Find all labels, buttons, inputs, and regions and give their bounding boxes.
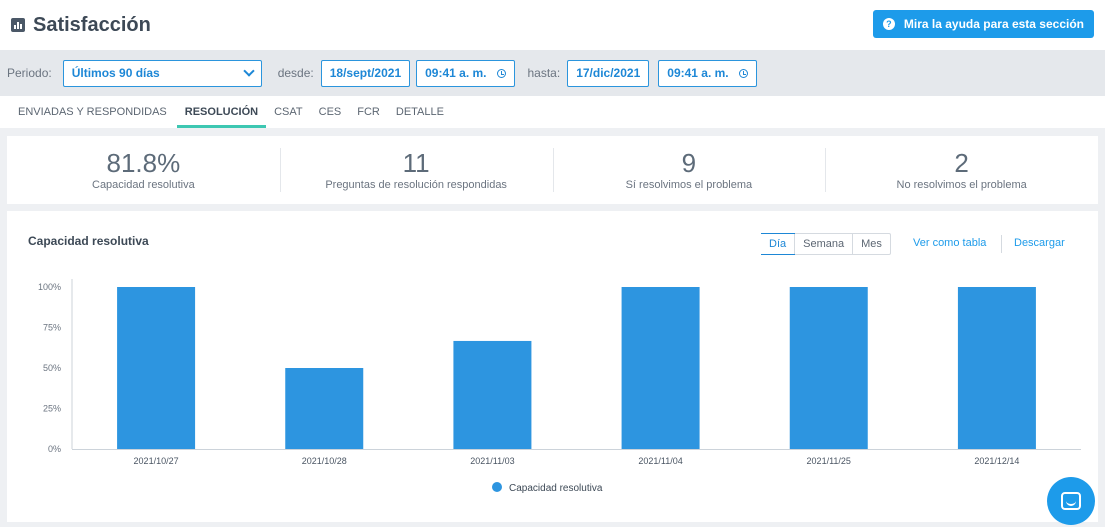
chevron-down-icon bbox=[243, 65, 255, 77]
stats-panel: 81.8% Capacidad resolutiva 11 Preguntas … bbox=[7, 136, 1098, 204]
to-label: hasta: bbox=[527, 66, 561, 80]
bar bbox=[621, 287, 700, 449]
tab-label: FCR bbox=[357, 106, 380, 118]
tab-csat[interactable]: CSAT bbox=[266, 96, 311, 128]
bar bbox=[453, 340, 532, 449]
to-date-value: 17/dic/2021 bbox=[576, 66, 641, 80]
period-select[interactable]: Últimos 90 días bbox=[62, 59, 262, 87]
bar bbox=[957, 287, 1036, 449]
y-tick-label: 75% bbox=[43, 323, 61, 333]
y-tick-label: 100% bbox=[38, 282, 61, 292]
stat-label: No resolvimos el problema bbox=[896, 179, 1027, 191]
bar-chart-icon bbox=[11, 18, 25, 32]
tab-label: CSAT bbox=[274, 106, 303, 118]
help-button-label: Mira la ayuda para esta sección bbox=[903, 17, 1084, 31]
legend-marker bbox=[492, 482, 502, 492]
chart-title: Capacidad resolutiva bbox=[28, 234, 149, 248]
help-button[interactable]: ? Mira la ayuda para esta sección bbox=[872, 10, 1094, 38]
section-tabs: ENVIADAS Y RESPONDIDAS RESOLUCIÓN CSAT C… bbox=[0, 96, 1105, 128]
stat-value: 81.8% bbox=[106, 148, 181, 178]
tab-label: RESOLUCIÓN bbox=[184, 106, 259, 118]
tab-enviadas[interactable]: ENVIADAS Y RESPONDIDAS bbox=[10, 96, 175, 128]
link-divider bbox=[1001, 235, 1002, 253]
from-label: desde: bbox=[277, 66, 314, 80]
x-tick-label: 2021/11/25 bbox=[807, 456, 851, 466]
tab-fcr[interactable]: FCR bbox=[349, 96, 388, 128]
x-tick-label: 2021/10/28 bbox=[302, 456, 347, 466]
to-time-input[interactable]: 09:41 a. m. bbox=[658, 59, 757, 87]
stat-no-resueltos: 2 No resolvimos el problema bbox=[825, 136, 1098, 204]
clock-icon bbox=[496, 68, 506, 78]
stat-label: Preguntas de resolución respondidas bbox=[325, 179, 507, 191]
page-title: Satisfacción bbox=[33, 13, 151, 36]
y-tick-label: 50% bbox=[43, 363, 61, 373]
y-tick-label: 0% bbox=[48, 444, 61, 454]
stat-resueltos: 9 Sí resolvimos el problema bbox=[552, 136, 826, 204]
tab-label: ENVIADAS Y RESPONDIDAS bbox=[18, 106, 167, 118]
x-tick-label: 2021/12/14 bbox=[974, 456, 1019, 466]
chat-launcher-button[interactable] bbox=[1047, 477, 1095, 525]
y-tick-label: 25% bbox=[43, 404, 61, 414]
granularity-month-button[interactable]: Mes bbox=[852, 234, 890, 254]
from-time-input[interactable]: 09:41 a. m. bbox=[416, 59, 515, 87]
chat-bubble-icon bbox=[1061, 492, 1081, 510]
tab-resolucion[interactable]: RESOLUCIÓN bbox=[176, 96, 267, 128]
bar bbox=[789, 287, 868, 449]
period-label: Periodo: bbox=[7, 66, 52, 80]
chart-card: 0% 25% 50% 75% 100% 2021/10/27 2021/10/28 2021/… bbox=[7, 211, 1098, 522]
bar bbox=[117, 287, 196, 449]
to-time-value: 09:41 a. m. bbox=[667, 66, 729, 80]
clock-icon bbox=[738, 68, 748, 78]
from-date-value: 18/sept/2021 bbox=[329, 66, 402, 80]
bar-chart: 0% 25% 50% 75% 100% 2021/10/27 2021/10/28 2021/… bbox=[38, 279, 1081, 494]
stat-label: Capacidad resolutiva bbox=[92, 179, 195, 191]
granularity-day-button[interactable]: Día bbox=[761, 233, 796, 255]
from-time-value: 09:41 a. m. bbox=[425, 66, 487, 80]
page-header: Satisfacción ? Mira la ayuda para esta s… bbox=[0, 0, 1105, 50]
tab-label: DETALLE bbox=[395, 106, 444, 118]
view-as-table-link[interactable]: Ver como tabla bbox=[913, 237, 987, 249]
x-tick-label: 2021/11/04 bbox=[638, 456, 682, 466]
stat-label: Sí resolvimos el problema bbox=[625, 179, 753, 191]
tab-detalle[interactable]: DETALLE bbox=[388, 96, 452, 128]
question-circle-icon: ? bbox=[882, 18, 895, 30]
x-tick-label: 2021/11/03 bbox=[470, 456, 514, 466]
period-select-value: Últimos 90 días bbox=[71, 66, 160, 80]
granularity-week-button[interactable]: Semana bbox=[794, 234, 852, 254]
x-tick-label: 2021/10/27 bbox=[134, 456, 179, 466]
legend-label: Capacidad resolutiva bbox=[509, 483, 603, 494]
bar bbox=[285, 368, 364, 449]
tab-label: CES bbox=[318, 106, 342, 118]
stat-value: 11 bbox=[402, 148, 430, 178]
stat-capacidad: 81.8% Capacidad resolutiva bbox=[7, 136, 280, 204]
download-link[interactable]: Descargar bbox=[1014, 237, 1065, 249]
stat-value: 2 bbox=[954, 148, 969, 178]
stat-value: 9 bbox=[681, 148, 697, 178]
granularity-selector: Día Semana Mes bbox=[761, 233, 891, 255]
filter-bar: Periodo: Últimos 90 días desde: 18/sept/… bbox=[0, 50, 1105, 96]
tab-ces[interactable]: CES bbox=[311, 96, 350, 128]
from-date-input[interactable]: 18/sept/2021 bbox=[320, 59, 411, 87]
stat-preguntas: 11 Preguntas de resolución respondidas bbox=[279, 136, 553, 204]
to-date-input[interactable]: 17/dic/2021 bbox=[567, 59, 650, 87]
